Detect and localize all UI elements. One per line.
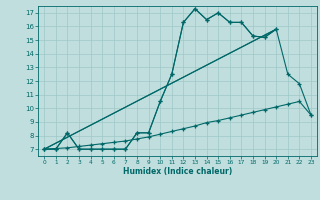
X-axis label: Humidex (Indice chaleur): Humidex (Indice chaleur) xyxy=(123,167,232,176)
